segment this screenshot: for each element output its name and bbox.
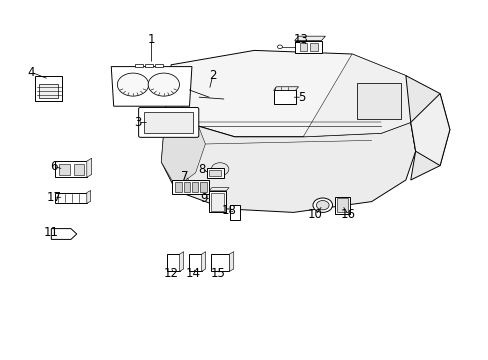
Bar xyxy=(356,83,400,119)
Bar xyxy=(211,193,224,211)
Text: 13: 13 xyxy=(293,33,308,46)
Polygon shape xyxy=(410,94,449,166)
Text: 7: 7 xyxy=(181,170,188,183)
Bar xyxy=(189,254,202,271)
Bar xyxy=(206,168,223,178)
Polygon shape xyxy=(405,76,449,180)
Bar xyxy=(229,205,239,220)
Circle shape xyxy=(211,163,228,176)
Circle shape xyxy=(117,73,148,96)
Bar xyxy=(36,76,62,101)
Bar xyxy=(183,182,190,192)
Text: 8: 8 xyxy=(198,163,205,176)
Polygon shape xyxy=(294,40,321,53)
Text: 11: 11 xyxy=(44,226,59,239)
Circle shape xyxy=(316,201,328,210)
Polygon shape xyxy=(161,101,205,187)
Polygon shape xyxy=(51,229,77,239)
Bar xyxy=(334,197,349,214)
Bar xyxy=(167,254,180,271)
Polygon shape xyxy=(111,67,191,106)
Polygon shape xyxy=(166,50,420,137)
Text: 17: 17 xyxy=(46,191,61,204)
Circle shape xyxy=(312,198,332,212)
Text: 9: 9 xyxy=(200,192,208,204)
Bar xyxy=(210,254,229,271)
Text: 18: 18 xyxy=(221,204,236,217)
Circle shape xyxy=(277,45,282,49)
Bar xyxy=(59,163,69,175)
Text: 14: 14 xyxy=(185,267,200,280)
Bar xyxy=(175,182,182,192)
Bar xyxy=(55,161,87,177)
Polygon shape xyxy=(209,188,228,191)
Text: 10: 10 xyxy=(307,208,322,221)
Bar xyxy=(273,90,295,104)
Bar xyxy=(55,193,87,203)
Polygon shape xyxy=(161,101,415,212)
Polygon shape xyxy=(87,190,91,203)
FancyBboxPatch shape xyxy=(138,107,198,137)
Bar xyxy=(200,182,206,192)
Polygon shape xyxy=(229,252,233,271)
Text: 5: 5 xyxy=(298,91,305,104)
Circle shape xyxy=(148,73,179,96)
Bar xyxy=(73,163,84,175)
Bar xyxy=(155,64,163,67)
Bar xyxy=(144,112,192,133)
Polygon shape xyxy=(180,252,183,271)
Text: 16: 16 xyxy=(341,208,355,221)
Bar xyxy=(135,64,143,67)
Polygon shape xyxy=(303,54,420,137)
Text: 1: 1 xyxy=(147,33,155,46)
Polygon shape xyxy=(202,252,205,271)
Bar xyxy=(309,42,318,51)
Text: 3: 3 xyxy=(134,116,142,129)
Polygon shape xyxy=(87,158,92,177)
Polygon shape xyxy=(273,87,298,90)
Bar xyxy=(209,191,225,212)
Bar xyxy=(299,42,307,51)
Bar xyxy=(145,64,153,67)
Text: 15: 15 xyxy=(211,267,225,280)
Bar xyxy=(172,180,209,194)
Bar xyxy=(40,84,59,98)
Bar xyxy=(336,198,347,212)
Bar xyxy=(192,182,198,192)
Text: 4: 4 xyxy=(27,66,35,78)
Text: 12: 12 xyxy=(163,267,178,280)
Polygon shape xyxy=(294,36,325,40)
Bar xyxy=(209,170,221,176)
Text: 2: 2 xyxy=(208,69,216,82)
Text: 6: 6 xyxy=(50,160,58,173)
